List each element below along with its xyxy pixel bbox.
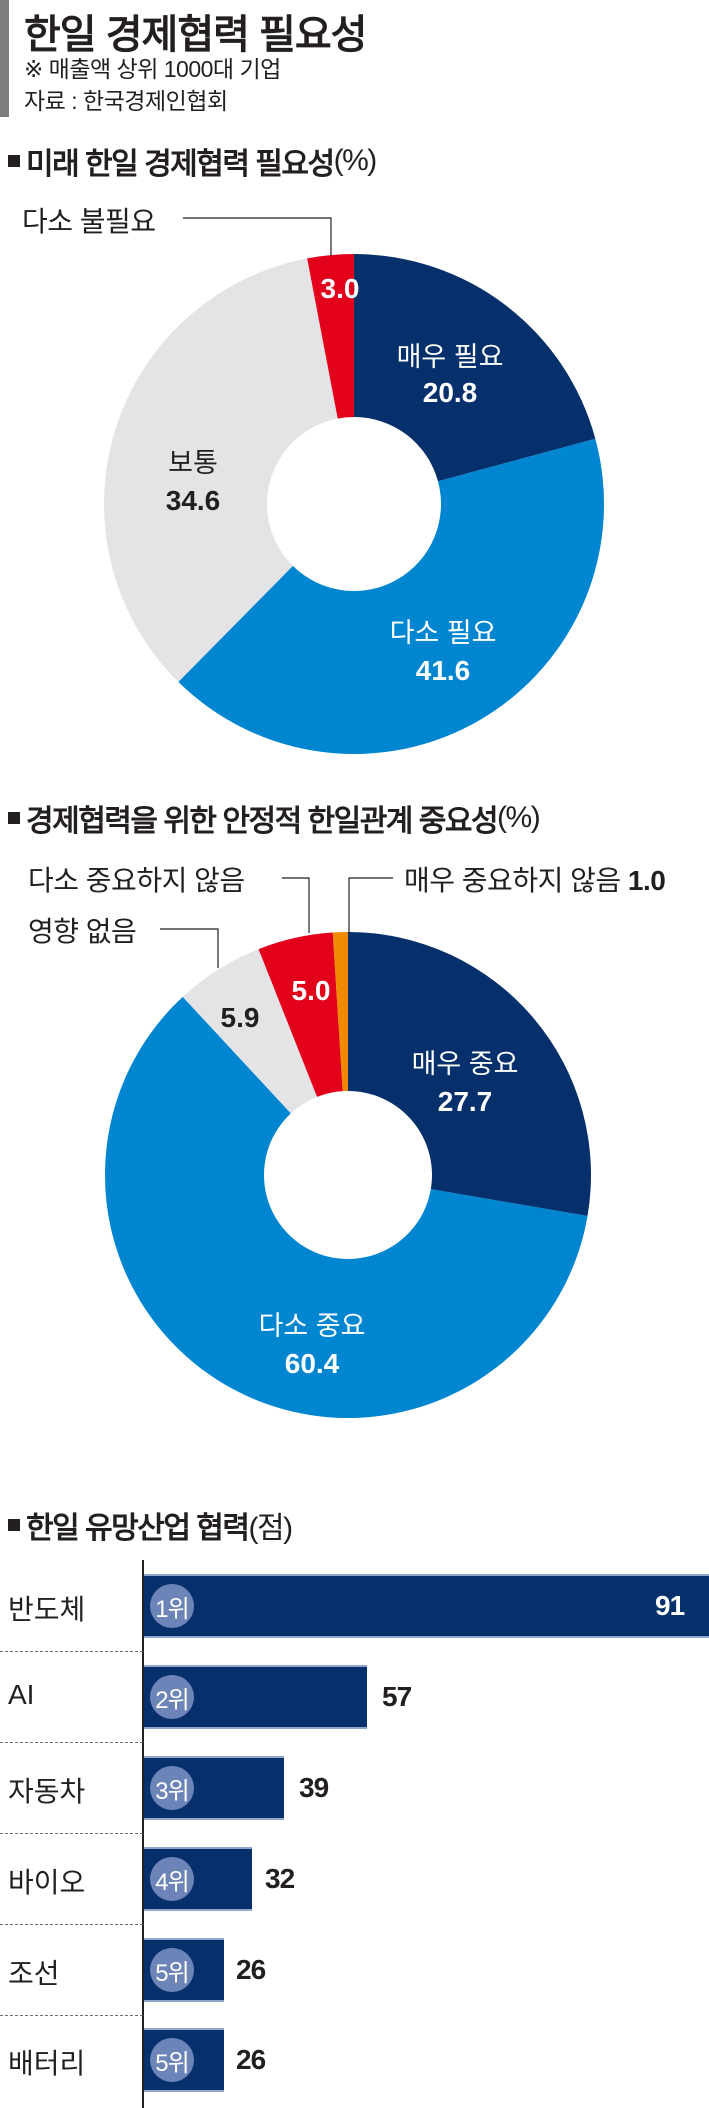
bar: [144, 1574, 709, 1638]
row-separator: [0, 1833, 143, 1834]
donut-chart-importance: 매우 중요 27.7 다소 중요 60.4 5.9 5.0: [105, 877, 592, 1418]
section-heading-importance: 경제협력을 위한 안정적 한일관계 중요성 (%): [8, 796, 541, 840]
callout-leader-line: [282, 877, 310, 933]
title-accent-bar: [0, 0, 9, 117]
segment-value-somewhat-needed: 41.6: [416, 655, 471, 686]
bar-value: 91: [655, 1590, 685, 1621]
donut-segment: [307, 254, 354, 419]
rank-badge: 2위: [150, 1675, 194, 1719]
donut-segments: [105, 932, 592, 1418]
bar-value: 26: [236, 2044, 266, 2075]
square-bullet-icon: [8, 155, 20, 167]
segment-value-very-needed: 20.8: [423, 377, 478, 408]
callout-name: 매우 중요하지 않음: [404, 865, 621, 896]
section-heading-need: 미래 한일 경제협력 필요성 (%): [8, 139, 378, 183]
segment-label-somewhat-needed: 다소 필요: [390, 618, 497, 648]
bar-category-label: 배터리: [8, 2048, 86, 2079]
callout-leader-line: [348, 877, 393, 933]
callout-no-effect: 영향 없음: [28, 916, 137, 947]
bar-value: 32: [265, 1863, 295, 1894]
section-unit: (%): [333, 144, 378, 177]
square-bullet-icon: [8, 812, 20, 824]
segment-value-somewhat-unimportant: 5.0: [292, 975, 331, 1006]
donut-segment: [104, 258, 338, 682]
donut-segment: [178, 438, 605, 754]
segment-value-somewhat-unneeded: 3.0: [321, 273, 360, 304]
rank-badge: 5위: [150, 2038, 194, 2082]
rank-badge: 3위: [150, 1766, 194, 1810]
segment-label-very-needed: 매우 필요: [397, 342, 504, 372]
segment-value-neutral: 34.6: [166, 485, 221, 516]
segment-label-very-important: 매우 중요: [412, 1049, 519, 1079]
row-separator: [0, 1651, 143, 1652]
segment-value-very-important: 27.7: [438, 1086, 493, 1117]
section-title: 미래 한일 경제협력 필요성: [26, 148, 335, 181]
section-unit: (점): [248, 1512, 293, 1545]
callout-leader-line: [183, 217, 332, 256]
callout-value: 1.0: [627, 865, 666, 896]
section-title: 경제협력을 위한 안정적 한일관계 중요성: [26, 805, 499, 838]
bar-value: 39: [299, 1772, 329, 1803]
donut-segment: [348, 932, 592, 1217]
donut-segment: [182, 949, 318, 1114]
section-title: 한일 유망산업 협력: [26, 1512, 250, 1545]
segment-label-neutral: 보통: [168, 448, 218, 478]
sample-note: ※ 매출액 상위 1000대 기업: [24, 56, 281, 82]
segment-label-somewhat-important: 다소 중요: [259, 1311, 366, 1341]
source-note: 자료 : 한국경제인협회: [24, 88, 228, 114]
bar-category-label: 자동차: [8, 1776, 86, 1807]
bar-category-label: AI: [8, 1679, 35, 1710]
bar-value: 57: [382, 1681, 412, 1712]
callout-very-unimportant: 매우 중요하지 않음 1.0: [404, 859, 666, 899]
bar-chart-axis: [142, 1560, 144, 2108]
donut-chart-need: 매우 필요 20.8 다소 필요 41.6 보통 34.6 3.0: [104, 217, 605, 754]
section-unit: (%): [497, 801, 541, 834]
row-separator: [0, 2015, 143, 2016]
rank-badge: 4위: [150, 1857, 194, 1901]
donut-segment: [354, 254, 596, 482]
bar-category-label: 반도체: [8, 1594, 86, 1625]
donut-segment: [258, 932, 343, 1097]
donut-segment: [105, 996, 588, 1418]
callout-somewhat-unneeded: 다소 불필요: [22, 206, 156, 237]
callout-somewhat-unimportant: 다소 중요하지 않음: [28, 865, 245, 896]
rank-badge: 1위: [150, 1584, 194, 1628]
segment-value-somewhat-important: 60.4: [285, 1348, 340, 1379]
segment-value-no-effect: 5.9: [221, 1002, 260, 1033]
rank-badge: 5위: [150, 1948, 194, 1992]
bar-category-label: 조선: [8, 1958, 60, 1989]
page-title: 한일 경제협력 필요성: [24, 13, 367, 57]
section-heading-industries: 한일 유망산업 협력 (점): [8, 1503, 293, 1547]
callout-leader-line: [160, 928, 219, 968]
bar-category-label: 바이오: [8, 1867, 86, 1898]
square-bullet-icon: [8, 1519, 20, 1531]
row-separator: [0, 1924, 143, 1925]
donut-segments: [104, 254, 605, 754]
row-separator: [0, 1742, 143, 1743]
donut-segment: [332, 932, 348, 1092]
bar-value: 26: [236, 1954, 266, 1985]
